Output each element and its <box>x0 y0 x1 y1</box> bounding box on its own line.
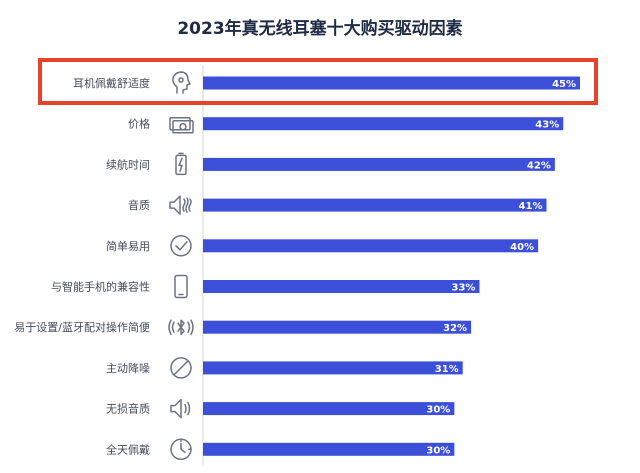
chart-title: 2023年真无线耳塞十大购买驱动因素 <box>177 19 463 39</box>
bar-4 <box>203 239 539 253</box>
speaker-sound-icon <box>169 195 192 215</box>
value-label-4: 40% <box>510 242 534 253</box>
value-label-6: 32% <box>443 323 467 334</box>
bar-7 <box>203 361 463 375</box>
category-label-3: 音质 <box>128 198 150 212</box>
bar-3 <box>203 198 547 212</box>
value-label-0: 45% <box>552 79 576 90</box>
head-profile-icon <box>172 71 191 94</box>
bar-5 <box>203 280 480 293</box>
bluetooth-signal-icon <box>168 319 194 335</box>
bar-9 <box>203 442 455 456</box>
checkmark-circle-icon <box>170 235 192 257</box>
highlight-box <box>38 58 598 105</box>
bar-6 <box>203 320 472 334</box>
category-label-4: 简单易用 <box>106 239 150 253</box>
category-label-7: 主动降噪 <box>106 361 150 375</box>
value-label-7: 31% <box>435 364 459 375</box>
bar-1 <box>203 117 564 131</box>
category-label-6: 易于设置/蓝牙配对操作简便 <box>14 320 150 334</box>
bar-0 <box>203 76 580 90</box>
category-label-2: 续航时间 <box>106 157 150 171</box>
value-label-3: 41% <box>519 201 543 212</box>
battery-charging-icon <box>175 152 187 176</box>
category-label-9: 全天佩戴 <box>106 442 150 456</box>
category-label-0: 耳机佩戴舒适度 <box>73 76 150 90</box>
value-label-9: 30% <box>426 445 450 456</box>
money-bills-icon <box>169 116 194 134</box>
speaker-lossless-icon <box>170 398 191 419</box>
clock-icon <box>170 438 192 461</box>
value-label-1: 43% <box>535 120 559 131</box>
value-label-5: 33% <box>452 283 476 294</box>
no-noise-icon <box>170 357 192 379</box>
bar-8 <box>203 402 455 416</box>
category-label-1: 价格 <box>128 117 150 131</box>
smartphone-icon <box>174 274 188 299</box>
category-label-8: 无损音质 <box>106 402 150 416</box>
value-label-8: 30% <box>426 405 450 416</box>
category-label-5: 与智能手机的兼容性 <box>51 280 150 294</box>
bar-2 <box>203 157 555 171</box>
value-label-2: 42% <box>527 160 551 171</box>
